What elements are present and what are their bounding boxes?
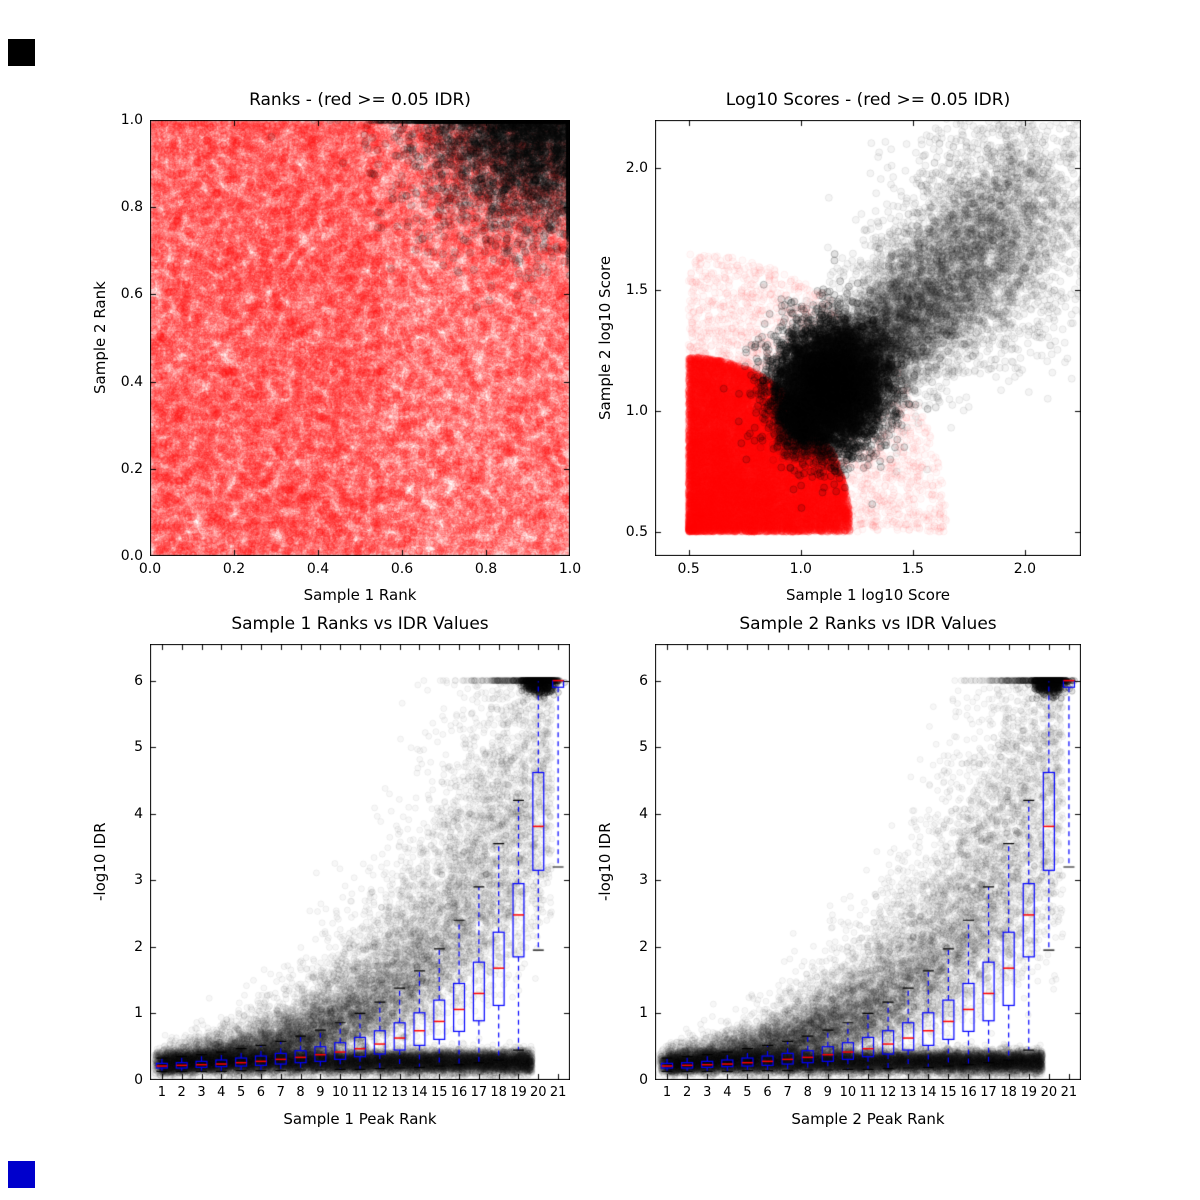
x-tick-label: 2 [683,1085,692,1100]
x-tick-label: 1.0 [558,561,582,577]
y-tick-label: 0 [639,1072,648,1088]
plot-title: Sample 2 Ranks vs IDR Values [739,614,997,634]
x-tick-label: 10 [839,1085,857,1100]
y-tick-label: 0.2 [120,460,143,477]
x-tick-label: 2.0 [1013,561,1037,577]
y-tick-label: 0.0 [120,548,143,564]
x-tick-label: 0.2 [222,561,246,577]
y-tick-label: 0.5 [625,523,648,540]
x-tick-label: 1.5 [901,561,924,577]
top-left-square-marker [8,39,35,66]
x-tick-label: 9 [823,1085,832,1100]
y-axis-label: -log10 IDR [596,822,614,902]
x-tick-label: 21 [549,1085,567,1100]
y-tick-label: 3 [134,872,143,889]
x-axis-label: Sample 2 Peak Rank [791,1110,945,1128]
y-tick-label: 5 [639,739,648,756]
y-tick-label: 1.5 [625,281,648,298]
x-tick-label: 2 [177,1085,186,1100]
y-tick-label: 6 [639,672,648,689]
x-tick-label: 19 [1020,1085,1038,1100]
y-tick-label: 1 [134,1005,143,1022]
x-tick-label: 7 [276,1085,285,1100]
x-tick-label: 14 [411,1085,428,1100]
y-tick-label: 0 [134,1072,143,1088]
x-tick-label: 11 [351,1085,369,1100]
y-tick-label: 2 [134,938,143,955]
x-tick-label: 18 [490,1085,507,1100]
x-tick-label: 6 [256,1085,266,1100]
y-tick-label: 0.6 [120,286,143,303]
x-tick-label: 17 [980,1085,997,1100]
x-tick-label: 17 [470,1085,488,1100]
y-tick-label: 0.8 [120,199,143,216]
bottom-left-square-marker [8,1161,35,1188]
y-tick-label: 4 [639,805,648,822]
y-axis-label: Sample 2 log10 Score [596,255,614,421]
x-tick-label: 11 [859,1085,877,1100]
y-tick-label: 1.0 [625,402,648,419]
plot-title: Log10 Scores - (red >= 0.05 IDR) [725,90,1011,110]
x-tick-label: 20 [530,1085,547,1100]
x-tick-label: 4 [217,1085,226,1100]
y-tick-label: 0.4 [120,373,143,390]
y-tick-label: 4 [134,805,143,822]
x-tick-label: 0.4 [306,561,330,577]
x-tick-label: 12 [371,1085,389,1100]
x-tick-label: 8 [803,1085,812,1100]
x-tick-label: 14 [920,1085,937,1100]
x-tick-label: 21 [1060,1085,1078,1100]
plot-title: Sample 1 Ranks vs IDR Values [231,614,489,634]
subplot-sample2-rank-vs-idr: Sample 2 Ranks vs IDR Values -log10 IDR … [596,614,1081,1128]
y-axis-label: Sample 2 Rank [91,281,109,395]
x-tick-label: 5 [743,1085,752,1100]
x-tick-label: 7 [783,1085,792,1100]
sample1-rank-idr-plot-area [150,644,570,1080]
x-axis-label: Sample 1 log10 Score [785,586,951,604]
x-tick-label: 3 [703,1085,712,1100]
x-tick-label: 9 [316,1085,325,1100]
sample2-rank-idr-plot-area [655,644,1081,1080]
y-tick-label: 3 [639,872,648,889]
y-tick-label: 1.0 [120,112,143,128]
x-tick-label: 16 [450,1085,468,1100]
x-tick-label: 18 [1000,1085,1017,1100]
x-tick-label: 16 [960,1085,977,1100]
x-tick-label: 1 [157,1085,167,1100]
x-tick-label: 1 [662,1085,672,1100]
x-tick-label: 12 [879,1085,897,1100]
x-tick-label: 19 [510,1085,527,1100]
y-tick-label: 6 [134,672,143,689]
log10-scores-plot-area [655,120,1081,556]
x-tick-label: 13 [899,1085,917,1100]
x-tick-label: 10 [331,1085,349,1100]
y-tick-label: 2 [639,938,648,955]
subplot-log10-scores-scatter: Log10 Scores - (red >= 0.05 IDR) Sample … [596,90,1081,604]
x-tick-label: 8 [296,1085,305,1100]
x-tick-label: 6 [763,1085,772,1100]
x-tick-label: 0.0 [138,561,162,577]
x-tick-label: 15 [430,1085,448,1100]
subplot-sample1-rank-vs-idr: Sample 1 Ranks vs IDR Values -log10 IDR … [91,614,570,1128]
x-tick-label: 0.8 [474,561,498,577]
y-tick-label: 1 [639,1005,648,1022]
x-tick-label: 15 [940,1085,957,1100]
x-tick-label: 0.6 [390,561,414,577]
ranks-scatter-plot-area [150,120,570,556]
x-tick-label: 4 [723,1085,732,1100]
x-tick-label: 0.5 [677,561,700,577]
y-axis-label: -log10 IDR [91,822,109,902]
x-tick-label: 20 [1040,1085,1058,1100]
x-tick-label: 5 [236,1085,246,1100]
x-axis-label: Sample 1 Peak Rank [283,1110,437,1128]
x-tick-label: 13 [391,1085,408,1100]
y-tick-label: 2.0 [625,160,648,177]
plot-title: Ranks - (red >= 0.05 IDR) [249,90,471,110]
x-tick-label: 3 [197,1085,206,1100]
x-tick-label: 1.0 [789,561,812,577]
y-tick-label: 5 [134,739,143,756]
subplot-ranks-scatter: Ranks - (red >= 0.05 IDR) Sample 2 Rank … [91,90,581,604]
x-axis-label: Sample 1 Rank [303,586,417,604]
